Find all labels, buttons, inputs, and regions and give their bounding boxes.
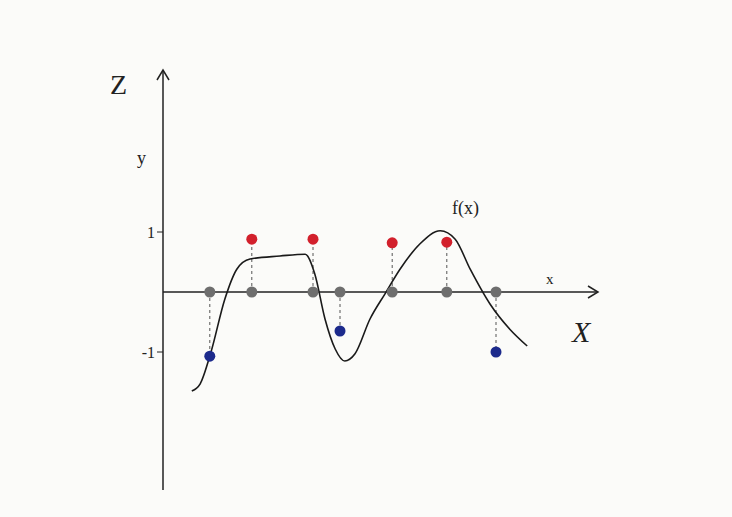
svg-text:Z: Z [110, 69, 127, 100]
svg-text:y: y [137, 148, 146, 168]
svg-text:1: 1 [147, 224, 155, 241]
svg-text:-1: -1 [142, 344, 155, 361]
svg-text:x: x [546, 271, 554, 287]
svg-text:f(x): f(x) [452, 198, 479, 219]
svg-text:X: X [571, 315, 592, 348]
